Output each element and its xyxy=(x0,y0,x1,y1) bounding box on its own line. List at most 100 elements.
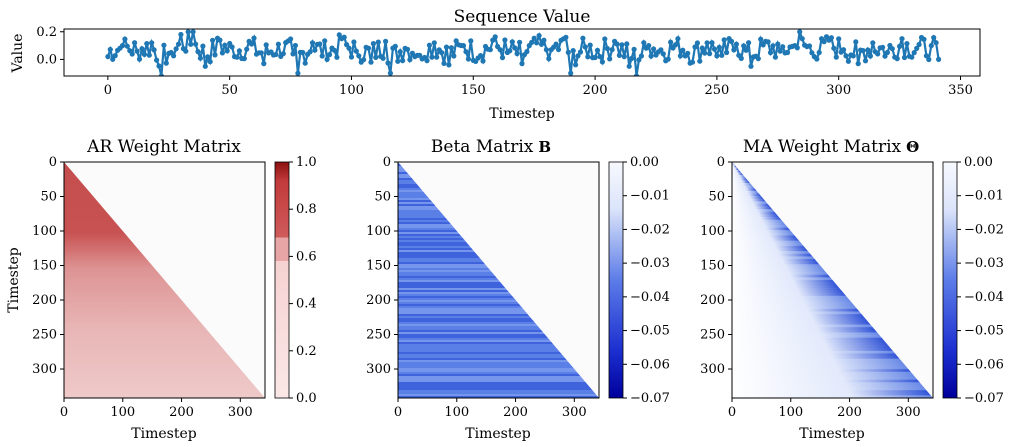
sequence-point xyxy=(619,42,625,48)
sequence-point xyxy=(697,58,703,64)
sequence-point xyxy=(154,57,160,63)
sequence-point xyxy=(770,43,776,49)
sequence-point xyxy=(322,38,328,44)
sequence-point xyxy=(668,39,674,45)
sequence-point xyxy=(794,45,800,51)
sequence-point xyxy=(324,56,330,63)
x-tick-label: 100 xyxy=(110,405,135,420)
sequence-point xyxy=(105,54,111,60)
ma-row xyxy=(732,340,933,344)
sequence-point xyxy=(448,45,454,51)
sequence-point xyxy=(361,57,367,63)
sequence-point xyxy=(429,54,435,60)
sequence-point xyxy=(197,55,203,61)
beta-row xyxy=(398,316,599,319)
beta-row xyxy=(398,346,599,349)
sequence-point xyxy=(665,56,671,62)
sequence-point xyxy=(707,51,713,57)
ma-row xyxy=(732,337,933,341)
sequence-point xyxy=(702,50,708,56)
sequence-point xyxy=(288,36,294,42)
sequence-point xyxy=(809,50,815,56)
sequence-point xyxy=(487,47,493,53)
beta-row xyxy=(398,328,599,331)
sequence-point xyxy=(431,40,437,46)
y-tick-label: 200 xyxy=(366,293,391,308)
ma-row xyxy=(732,379,933,383)
sequence-point xyxy=(175,41,182,47)
colorbar-tick-label: 1.0 xyxy=(296,155,317,170)
y-tick-label: 100 xyxy=(366,224,391,239)
x-tick-label: 200 xyxy=(503,405,528,420)
sequence-point xyxy=(699,45,705,51)
sequence-point xyxy=(258,50,264,56)
beta-row xyxy=(398,374,599,377)
ma-row xyxy=(732,395,933,398)
sequence-point xyxy=(767,50,774,56)
sequence-x-ticks: 0 50 100 150 200 250 300 350 xyxy=(104,76,973,98)
beta-row xyxy=(398,308,599,311)
sequence-point xyxy=(675,36,681,42)
beta-row xyxy=(398,348,599,351)
sequence-point xyxy=(136,56,143,62)
sequence-y-ticks: 0.0 0.2 xyxy=(36,25,64,67)
ma-colorbar-ticks: 0.00 −0.01 −0.02 −0.03 −0.04 −0.05 −0.06 −0.07 xyxy=(957,155,1004,406)
y-tick-label: 150 xyxy=(366,259,391,274)
sequence-point xyxy=(156,63,162,69)
sequence-point xyxy=(356,53,362,59)
sequence-point xyxy=(624,41,630,47)
colorbar-tick-label: −0.05 xyxy=(964,324,1004,339)
sequence-point xyxy=(921,36,927,42)
beta-row xyxy=(398,320,599,323)
sequence-point xyxy=(234,54,240,60)
sequence-point xyxy=(193,41,199,47)
colorbar-tick-label: −0.07 xyxy=(964,391,1004,406)
sequence-point xyxy=(899,36,905,42)
sequence-point xyxy=(139,46,145,52)
sequence-point xyxy=(497,47,503,53)
sequence-point xyxy=(202,63,208,69)
y-tick-label: 150 xyxy=(700,259,725,274)
sequence-point xyxy=(326,52,333,58)
sequence-point xyxy=(244,46,250,52)
beta-row xyxy=(398,282,599,285)
sequence-point xyxy=(738,55,744,62)
ma-row xyxy=(732,348,933,352)
sequence-point xyxy=(755,56,761,62)
ma-row xyxy=(732,298,933,302)
sequence-point xyxy=(400,58,406,64)
sequence-plot-area xyxy=(105,29,942,76)
ma-row xyxy=(732,314,933,318)
sequence-point xyxy=(928,43,934,49)
sequence-point xyxy=(716,44,722,50)
sequence-point xyxy=(853,39,859,45)
sequence-point xyxy=(195,49,201,55)
beta-row xyxy=(398,286,599,289)
x-tick-label: 0 xyxy=(60,405,68,420)
sequence-point xyxy=(680,47,686,53)
x-tick-label: 300 xyxy=(896,405,921,420)
beta-row xyxy=(398,358,599,361)
sequence-point xyxy=(129,51,135,57)
beta-row xyxy=(398,376,599,379)
beta-row xyxy=(398,394,599,397)
beta-row xyxy=(398,292,599,295)
sequence-point xyxy=(806,43,813,49)
ma-weight-heatmap: MA Weight Matrix Θ 0 100 200 300 0 50 100 150 200… xyxy=(700,137,1004,442)
ma-row xyxy=(732,371,933,375)
x-tick-label: 50 xyxy=(221,83,238,98)
beta-row xyxy=(398,378,599,381)
sequence-point xyxy=(368,59,374,65)
beta-row xyxy=(398,356,599,359)
ma-row xyxy=(732,287,933,291)
sequence-point xyxy=(746,40,752,46)
ma-row xyxy=(732,300,933,304)
sequence-point xyxy=(383,38,389,45)
ar-ticks: 0 100 200 300 0 50 100 150 200 250 300 xyxy=(32,155,253,420)
sequence-point xyxy=(614,41,620,47)
sequence-point xyxy=(677,53,684,59)
sequence-point xyxy=(711,46,718,52)
x-tick-label: 300 xyxy=(826,83,851,98)
sequence-point xyxy=(636,57,642,63)
sequence-point xyxy=(660,51,666,57)
